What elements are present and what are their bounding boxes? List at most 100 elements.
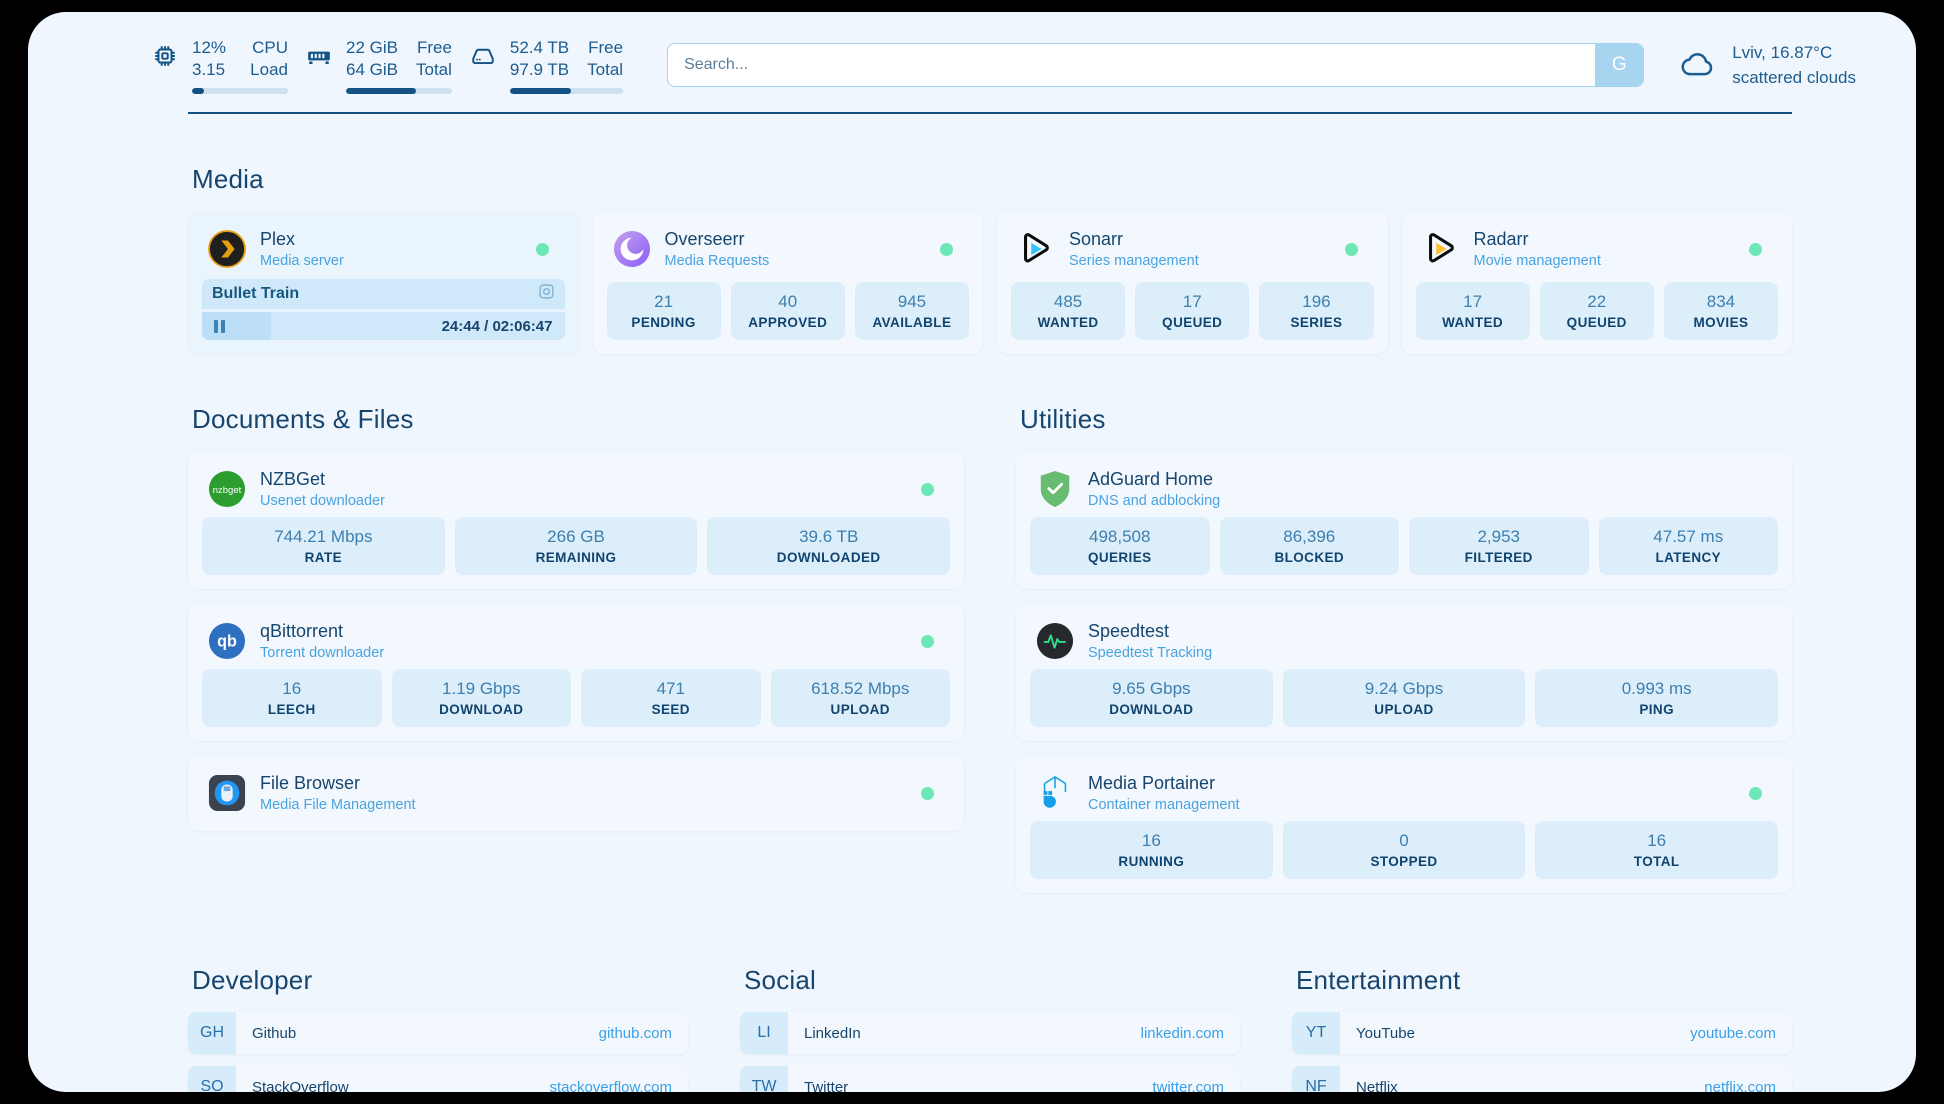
service-subtitle: Media server xyxy=(260,253,344,269)
service-subtitle: Series management xyxy=(1069,253,1199,269)
portainer-logo-icon xyxy=(1036,774,1074,812)
stat-queued: 17 QUEUED xyxy=(1135,282,1250,340)
stat-value: 17 xyxy=(1182,292,1202,311)
stat-value: 39.6 TB xyxy=(799,527,859,546)
header-divider xyxy=(188,112,1792,114)
bookmark-group-social: Social LI LinkedIn linkedin.com TW Twitt… xyxy=(740,915,1240,1092)
stat-blocked: 86,396 BLOCKED xyxy=(1219,517,1399,575)
stat-available: 945 AVAILABLE xyxy=(854,282,970,340)
playback-progress-bar[interactable]: 24:44 / 02:06:47 xyxy=(202,312,565,340)
service-card-speedtest[interactable]: Speedtest Speedtest Tracking 9.65 Gbps D… xyxy=(1016,603,1792,741)
stat-value: 471 xyxy=(656,679,685,698)
speedtest-logo-icon xyxy=(1036,622,1074,660)
stat-label: PING xyxy=(1639,702,1674,717)
stat-value: 47.57 ms xyxy=(1653,527,1724,546)
memory-free-label: Free xyxy=(416,37,452,57)
memory-free-value: 22 GiB xyxy=(346,37,398,57)
service-card-qbittorrent[interactable]: qb qBittorrent Torrent downloader 16 LEE… xyxy=(188,603,964,741)
bookmark-url: linkedin.com xyxy=(1140,1024,1224,1042)
service-subtitle: Usenet downloader xyxy=(260,493,385,509)
service-header: Sonarr Series management xyxy=(1011,225,1374,277)
stat-label: APPROVED xyxy=(748,315,828,330)
stat-label: QUERIES xyxy=(1087,550,1152,565)
stat-label: QUEUED xyxy=(1566,315,1627,330)
stat-value: 16 xyxy=(1141,831,1161,850)
stat-value: 9.24 Gbps xyxy=(1364,679,1444,698)
service-header: Radarr Movie management xyxy=(1416,225,1779,277)
status-indicator-online xyxy=(1749,786,1762,800)
service-card-sonarr[interactable]: Sonarr Series management 485 WANTED 17 Q… xyxy=(997,211,1388,354)
disk-widget: 52.4 TB Free 97.9 TB Total xyxy=(470,37,624,94)
memory-total-value: 64 GiB xyxy=(346,59,398,79)
service-name: Speedtest xyxy=(1088,621,1170,641)
service-card-file-browser[interactable]: File Browser Media File Management xyxy=(188,755,964,831)
playback-time: 24:44 / 02:06:47 xyxy=(441,317,553,335)
service-card-nzbget[interactable]: nzbget NZBGet Usenet downloader 744.21 M… xyxy=(188,451,964,589)
service-name: Overseerr xyxy=(664,229,745,249)
cpu-load-value: 3.15 xyxy=(192,59,226,79)
service-card-adguard-home[interactable]: AdGuard Home DNS and adblocking 498,508 … xyxy=(1016,451,1792,589)
service-name: Sonarr xyxy=(1069,229,1124,249)
bookmark-linkedin[interactable]: LI LinkedIn linkedin.com xyxy=(740,1012,1240,1054)
stat-filtered: 2,953 FILTERED xyxy=(1409,517,1589,575)
status-indicator-online xyxy=(535,242,549,256)
search-submit-button[interactable]: G xyxy=(1595,44,1644,86)
service-card-plex[interactable]: Plex Media server Bullet Train xyxy=(188,211,579,354)
cpu-load-label: Load xyxy=(250,59,288,79)
overseerr-logo-icon xyxy=(613,230,651,268)
weather-temperature: Lviv, 16.87°C xyxy=(1732,42,1833,62)
weather-description: scattered clouds xyxy=(1732,67,1856,87)
bookmark-netflix[interactable]: NF Netflix netflix.com xyxy=(1292,1066,1792,1092)
stat-label: AVAILABLE xyxy=(872,315,952,330)
stat-wanted: 17 WANTED xyxy=(1415,282,1530,340)
disk-total-label: Total xyxy=(587,59,624,79)
search-input[interactable] xyxy=(668,44,1596,86)
bookmark-group-title: Entertainment xyxy=(1296,965,1461,995)
service-card-overseerr[interactable]: Overseerr Media Requests 21 PENDING 40 A… xyxy=(592,211,983,354)
bookmark-group-title: Social xyxy=(744,965,817,995)
stat-value: 9.65 Gbps xyxy=(1112,679,1191,698)
bookmark-youtube[interactable]: YT YouTube youtube.com xyxy=(1292,1012,1792,1054)
stat-label: MOVIES xyxy=(1693,315,1749,330)
service-name: Media Portainer xyxy=(1088,773,1216,793)
service-card-radarr[interactable]: Radarr Movie management 17 WANTED 22 QUE… xyxy=(1401,211,1792,354)
stat-label: LEECH xyxy=(267,702,316,717)
bookmark-group-entertainment: Entertainment YT YouTube youtube.com NF … xyxy=(1292,915,1792,1092)
service-header: Media Portainer Container management xyxy=(1030,769,1778,821)
bookmark-url: netflix.com xyxy=(1704,1078,1776,1093)
stat-leech: 16 LEECH xyxy=(202,669,382,727)
stat-pending: 21 PENDING xyxy=(606,282,721,340)
service-card-media-portainer[interactable]: Media Portainer Container management 16 … xyxy=(1016,755,1792,893)
service-header: AdGuard Home DNS and adblocking xyxy=(1030,465,1778,517)
stat-value: 945 xyxy=(897,292,927,311)
adguard-logo-icon xyxy=(1036,470,1074,508)
cpu-usage-label: CPU xyxy=(252,37,288,57)
pause-icon[interactable] xyxy=(214,319,225,333)
lower-columns: Documents & Files nzbget NZBGet Usenet d xyxy=(188,354,1792,907)
service-subtitle: Media File Management xyxy=(260,797,416,813)
cast-icon[interactable] xyxy=(538,283,555,305)
stat-latency: 47.57 ms LATENCY xyxy=(1598,517,1778,575)
stat-value: 21 xyxy=(654,292,674,311)
bookmark-stackoverflow[interactable]: SO StackOverflow stackoverflow.com xyxy=(188,1066,688,1092)
stat-value: 498,508 xyxy=(1089,527,1151,546)
cloud-icon xyxy=(1678,46,1718,85)
stat-value: 485 xyxy=(1053,292,1083,311)
stat-label: SEED xyxy=(651,702,690,717)
status-indicator-online xyxy=(921,482,934,496)
bookmark-name: Netflix xyxy=(1356,1078,1398,1093)
stat-label: UPLOAD xyxy=(1374,702,1434,717)
search-box[interactable]: G xyxy=(667,43,1645,87)
service-stats: 498,508 QUERIES 86,396 BLOCKED 2,953 FIL… xyxy=(1030,517,1778,575)
bookmark-github[interactable]: GH Github github.com xyxy=(188,1012,688,1054)
stat-label: RUNNING xyxy=(1118,854,1185,869)
stat-value: 16 xyxy=(1647,831,1667,850)
plex-logo-icon xyxy=(208,230,246,268)
stat-label: SERIES xyxy=(1290,315,1343,330)
stat-label: FILTERED xyxy=(1464,550,1533,565)
bookmark-twitter[interactable]: TW Twitter twitter.com xyxy=(740,1066,1240,1092)
stat-upload: 618.52 Mbps UPLOAD xyxy=(770,669,950,727)
status-indicator-online xyxy=(921,786,934,800)
service-name: Plex xyxy=(260,229,296,249)
stat-value: 618.52 Mbps xyxy=(811,679,910,698)
